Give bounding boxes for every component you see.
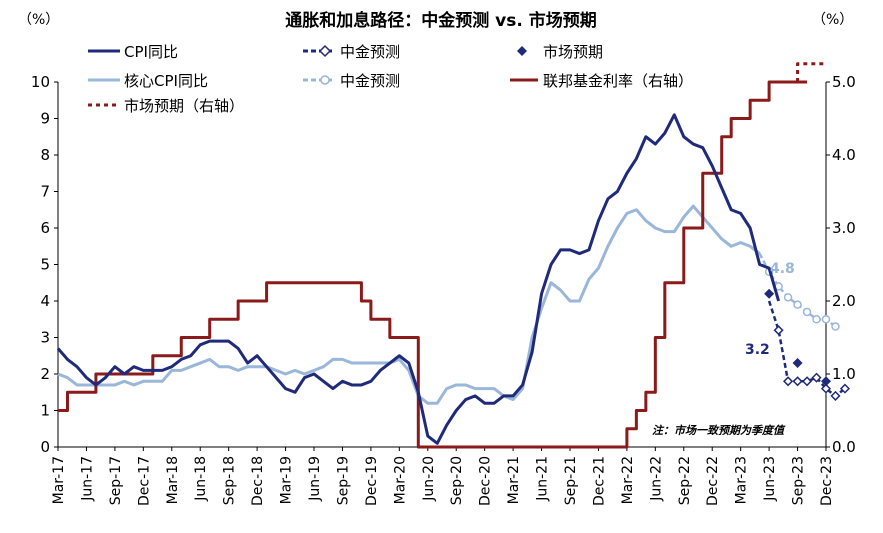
left-tick-label: 0 [40,438,50,456]
cpi-cicc-point [792,376,803,387]
x-tick-label: Jun-17 [79,456,95,502]
right-tick-label: 5.0 [832,73,856,91]
cpi-cicc-point [811,372,822,383]
x-tick-label: Jun-21 [535,456,551,502]
cpi-cicc-point [830,390,841,401]
right-tick-label: 2.0 [832,292,856,310]
core-cicc-point [802,307,812,317]
left-axis-unit: （%） [18,12,59,28]
x-tick-label: Jun-18 [193,456,209,502]
x-tick-label: Mar-23 [734,456,750,504]
x-tick-label: Dec-18 [250,456,266,506]
cpi-cicc-point [773,325,784,336]
x-tick-label: Dec-20 [478,456,494,506]
x-tick-label: Dec-19 [364,456,380,506]
x-tick-label: Mar-19 [279,456,295,504]
legend-label-fed: 联邦基金利率（右轴） [543,72,693,90]
legend-label-core: 核心CPI同比 [124,72,208,90]
left-tick-label: 5 [40,256,50,274]
x-tick-label: Jun-20 [421,456,437,502]
axes [57,82,827,448]
legend-marker-cpi-market [517,46,527,56]
cpi-cicc-point [801,376,813,387]
legend-label-cpi-market: 市场预期 [543,43,603,61]
series-fed-market [796,62,826,82]
plot-area [56,62,851,449]
x-tick-label: Dec-22 [705,456,721,506]
cpi-cicc-point [839,383,851,394]
core-cicc-point [793,300,802,309]
cpi-market-point [764,288,775,299]
chart-title: 通胀和加息路径：中金预测 vs. 市场预期 [285,10,597,31]
x-tick-label: Jun-23 [762,456,778,502]
legend-label-core-cicc: 中金预测 [340,72,400,90]
x-tick-label: Sep-23 [791,456,807,505]
core-cicc-point [812,315,821,324]
x-tick-label: Dec-23 [819,456,835,506]
left-tick-label: 3 [40,329,50,347]
legend-marker-core-cicc [320,75,330,85]
x-tick-labels: Mar-17 Jun-17 Sep-17 Dec-17 Mar-18 Jun-18 Sep-… [51,447,835,506]
x-tick-label: Mar-20 [392,456,408,504]
core-cicc-point [821,315,831,324]
legend-marker-cpi-cicc [318,44,332,58]
x-tick-label: Mar-18 [165,456,181,504]
x-tick-label: Sep-21 [563,456,579,505]
left-tick-label: 9 [40,110,50,128]
cpi-market-point [792,358,803,369]
x-tick-label: Sep-19 [335,456,351,505]
series-core-cpi [57,204,761,405]
legend: CPI同比 核心CPI同比 市场预期（右轴） 中金预测 中金预测 市场预期 联邦… [88,43,693,115]
chart-note: 注：市场一致预期为季度值 [652,424,786,437]
x-tick-label: Jun-22 [648,456,664,502]
right-tick-labels: 0.0 1.0 2.0 3.0 4.0 5.0 [826,73,856,456]
left-tick-label: 1 [40,402,50,420]
left-tick-label: 4 [40,292,50,310]
left-tick-label: 2 [40,365,50,383]
x-tick-label: Mar-21 [506,456,522,504]
left-tick-label: 6 [40,219,50,237]
series-fed-rate [58,80,808,449]
x-tick-label: Dec-21 [591,456,607,506]
core-cicc-point [831,322,840,331]
cpi-cicc-end-label: 3.2 [745,342,770,358]
left-tick-label: 8 [40,146,50,164]
right-tick-label: 0.0 [832,438,856,456]
cpi-cicc-point [783,376,794,387]
right-tick-label: 3.0 [832,219,856,237]
x-tick-label: Sep-18 [222,456,238,505]
x-tick-label: Sep-17 [108,456,124,505]
right-tick-label: 1.0 [832,365,856,383]
x-tick-label: Mar-17 [51,456,67,504]
x-tick-label: Jun-19 [307,456,323,502]
x-tick-label: Mar-22 [620,456,636,504]
x-tick-label: Sep-20 [449,456,465,505]
core-cicc-end-label: 4.8 [770,261,795,277]
x-tick-label: Dec-17 [136,456,152,506]
left-tick-labels: 0 1 2 3 4 5 6 7 8 9 10 [31,73,58,456]
series-cpi-cicc [767,300,846,398]
left-tick-label: 10 [31,73,50,91]
legend-label-fed-market: 市场预期（右轴） [124,97,244,115]
cpi-market-point [821,376,831,387]
right-axis-unit: （%） [812,12,853,28]
cpi-cicc-point [820,383,832,394]
core-cicc-point [783,293,793,302]
series-cpi [56,113,781,445]
x-tick-label: Sep-22 [677,456,693,505]
right-tick-label: 4.0 [832,146,856,164]
legend-label-cpi-cicc: 中金预测 [340,43,400,61]
left-tick-label: 7 [40,183,50,201]
legend-label-cpi: CPI同比 [124,43,178,61]
